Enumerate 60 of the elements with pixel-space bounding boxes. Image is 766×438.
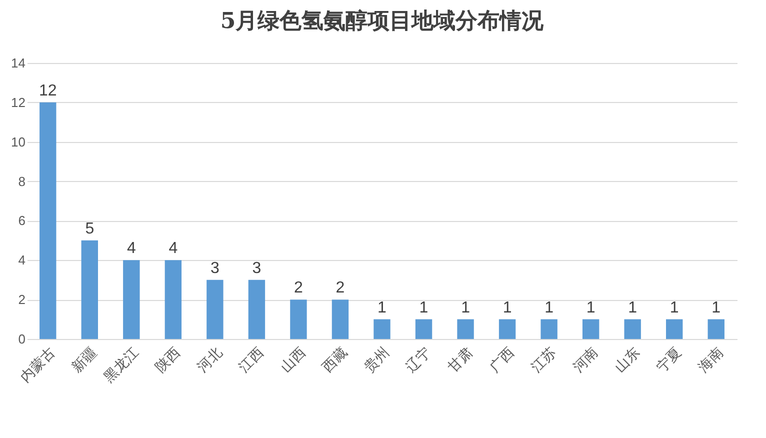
x-tick-label: 山西 [278, 344, 310, 376]
bar [666, 319, 683, 339]
data-label: 1 [419, 299, 428, 316]
y-tick-label: 4 [18, 252, 26, 268]
x-tick-label: 辽宁 [403, 344, 434, 376]
y-tick-label: 0 [18, 332, 26, 346]
x-tick-label: 河南 [570, 344, 602, 376]
bar [457, 319, 474, 339]
data-label: 1 [502, 299, 512, 316]
x-tick-label: 黑龙江 [101, 344, 142, 386]
data-label: 1 [378, 299, 387, 316]
bar [206, 280, 224, 339]
data-label: 1 [628, 299, 638, 316]
y-tick-label: 2 [18, 292, 26, 308]
bar [164, 260, 182, 339]
y-tick-label: 12 [11, 94, 26, 110]
chart-title: 5月绿色氢氨醇项目地域分布情况 [220, 8, 545, 34]
x-tick-label: 甘肃 [445, 344, 476, 376]
x-tick-label: 新疆 [69, 344, 100, 376]
data-label: 12 [38, 82, 57, 100]
x-tick-label: 河北 [194, 344, 226, 376]
x-tick-label: 西藏 [320, 344, 351, 376]
data-label: 1 [712, 299, 721, 316]
x-tick-label: 江苏 [528, 344, 560, 376]
y-tick-label: 6 [18, 213, 26, 228]
data-label: 3 [252, 260, 262, 277]
x-tick-label: 海南 [696, 344, 727, 376]
data-label: 4 [168, 240, 178, 258]
data-label: 5 [85, 220, 94, 238]
x-tick-label: 山东 [612, 344, 644, 376]
data-label: 1 [586, 299, 596, 316]
bar [81, 240, 98, 339]
bar [290, 300, 307, 339]
y-tick-label: 14 [11, 56, 26, 70]
data-label: 1 [461, 299, 470, 316]
bar [248, 280, 266, 339]
bar [498, 319, 516, 339]
x-tick-label: 广西 [486, 344, 518, 376]
bar [40, 102, 56, 339]
bar [582, 319, 600, 339]
bar [123, 260, 140, 339]
x-tick-label: 宁夏 [654, 344, 685, 376]
y-tick-label: 8 [18, 174, 26, 189]
data-label: 2 [336, 280, 345, 297]
x-tick-label: 内蒙古 [17, 344, 58, 386]
x-tick-label: 贵州 [361, 344, 393, 376]
data-label: 3 [210, 260, 220, 277]
bar [624, 319, 641, 339]
x-tick-label: 江西 [236, 344, 268, 376]
data-label: 2 [294, 280, 304, 297]
x-tick-label: 陕西 [152, 344, 184, 376]
data-label: 1 [544, 299, 554, 316]
y-tick-label: 10 [11, 134, 26, 150]
bar [332, 300, 349, 339]
bar [415, 319, 432, 339]
bar [374, 319, 390, 339]
bar [708, 319, 724, 339]
data-label: 1 [670, 299, 679, 316]
data-label: 4 [126, 240, 136, 258]
bar [540, 319, 558, 339]
